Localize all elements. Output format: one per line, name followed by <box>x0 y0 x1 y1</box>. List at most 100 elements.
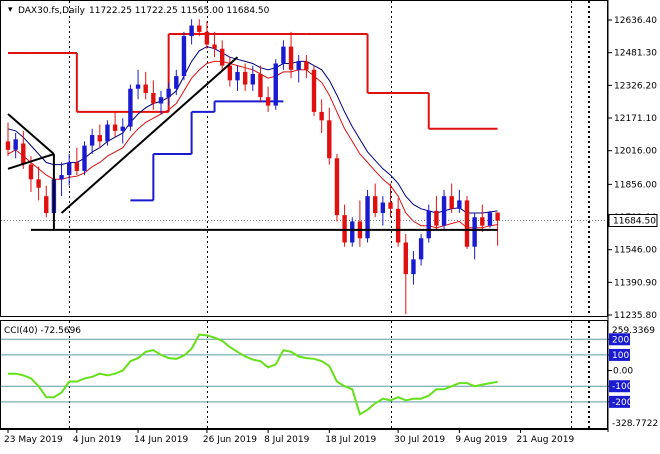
candle-body[interactable] <box>434 210 439 226</box>
price-tick-label: 12171.10 <box>614 114 657 124</box>
cci-level-label: -100 <box>612 382 633 392</box>
candle-body[interactable] <box>28 164 34 180</box>
candle-body[interactable] <box>97 135 102 142</box>
candle-body[interactable] <box>342 215 347 243</box>
candle-body[interactable] <box>220 48 225 66</box>
candle-body[interactable] <box>158 97 164 104</box>
candle-body[interactable] <box>281 46 286 64</box>
candle-body[interactable] <box>120 126 125 131</box>
candle-body[interactable] <box>296 61 301 70</box>
candles[interactable] <box>5 19 500 315</box>
candle-body[interactable] <box>273 63 278 106</box>
symbol-icon: ▾ <box>8 5 13 15</box>
ohlc-readout: 11722.25 11722.25 11565.00 11684.50 <box>89 6 270 16</box>
cci-plot-frame <box>0 320 608 429</box>
trendline[interactable] <box>7 113 55 155</box>
candle-body[interactable] <box>487 212 493 226</box>
candle-body[interactable] <box>204 31 210 45</box>
candle-body[interactable] <box>327 120 332 159</box>
candle-body[interactable] <box>151 92 156 104</box>
candle-body[interactable] <box>418 238 424 260</box>
trendlines[interactable] <box>7 56 498 231</box>
cci-level-label: -200 <box>612 398 633 408</box>
candle-body[interactable] <box>74 162 80 171</box>
candle-body[interactable] <box>472 217 477 247</box>
candle-body[interactable] <box>380 202 386 214</box>
cci-line <box>8 333 498 416</box>
candle-body[interactable] <box>174 76 179 89</box>
candle-body[interactable] <box>143 84 148 93</box>
price-tick-label: 12326.20 <box>614 81 657 91</box>
time-tick-label: 18 Jul 2019 <box>325 435 376 445</box>
time-tick-label: 14 Jun 2019 <box>134 435 188 445</box>
candle-body[interactable] <box>59 175 64 180</box>
candle-body[interactable] <box>128 88 133 127</box>
price-tick-label: 12636.40 <box>614 16 657 26</box>
candle-body[interactable] <box>36 179 41 188</box>
candle-body[interactable] <box>235 71 240 81</box>
candle-body[interactable] <box>250 74 255 85</box>
time-tick-label: 23 May 2019 <box>4 435 63 445</box>
candle-body[interactable] <box>395 208 401 243</box>
current-price-badge: 11684.50 <box>608 214 658 227</box>
candle-body[interactable] <box>44 196 49 214</box>
candle-body[interactable] <box>334 158 340 216</box>
candle-body[interactable] <box>365 196 370 239</box>
candle-body[interactable] <box>242 71 248 85</box>
candle-body[interactable] <box>311 69 317 112</box>
time-tick-label: 8 Jul 2019 <box>264 435 309 445</box>
trendline[interactable] <box>7 153 55 170</box>
candle-body[interactable] <box>288 46 294 70</box>
main-plot-frame <box>0 0 608 317</box>
cci-line-layer <box>8 333 498 416</box>
candle-body[interactable] <box>5 141 11 150</box>
candle-body[interactable] <box>411 259 416 275</box>
candle-body[interactable] <box>181 36 187 77</box>
candle-body[interactable] <box>480 217 485 226</box>
candle-body[interactable] <box>112 124 118 131</box>
candle-body[interactable] <box>13 139 18 150</box>
candle-body[interactable] <box>212 44 217 49</box>
candle-body[interactable] <box>457 200 462 209</box>
candle-body[interactable] <box>135 84 141 89</box>
candle-body[interactable] <box>265 97 271 106</box>
cci-top-value: 259.3369 <box>612 326 655 336</box>
candle-body[interactable] <box>350 221 355 243</box>
candle-body[interactable] <box>441 196 447 226</box>
price-tick-label: 11235.80 <box>614 311 657 321</box>
candle-body[interactable] <box>304 61 309 70</box>
cci-level-box <box>609 395 630 408</box>
candle-body[interactable] <box>388 202 393 209</box>
candle-body[interactable] <box>189 25 194 37</box>
candle-body[interactable] <box>426 210 431 239</box>
candle-body[interactable] <box>105 124 110 142</box>
cci-level-label: 200 <box>612 335 629 345</box>
cci-level-label: 0.00 <box>613 367 633 377</box>
indicator-lines <box>1 32 607 229</box>
time-tick-label: 30 Jul 2019 <box>394 435 445 445</box>
candle-body[interactable] <box>82 145 87 171</box>
candle-body[interactable] <box>227 65 233 81</box>
candle-body[interactable] <box>166 88 171 98</box>
current-price-box <box>608 214 658 227</box>
price-tick-label: 12481.30 <box>614 49 657 59</box>
candle-body[interactable] <box>258 74 263 98</box>
trendline[interactable] <box>60 56 239 214</box>
current-price-label: 11684.50 <box>613 217 656 227</box>
candle-body[interactable] <box>449 196 454 209</box>
candle-body[interactable] <box>464 200 470 247</box>
candle-body[interactable] <box>89 135 95 146</box>
candle-body[interactable] <box>319 111 324 121</box>
candle-body[interactable] <box>21 143 26 165</box>
candle-body[interactable] <box>373 196 378 214</box>
candle-body[interactable] <box>197 25 202 32</box>
cci-level-box <box>609 333 630 346</box>
price-tick-label: 11856.00 <box>614 180 657 190</box>
candle-body[interactable] <box>403 242 408 275</box>
candle-body[interactable] <box>495 212 500 221</box>
axes: 12636.40 12481.30 12326.20 12171.10 12016.00… <box>4 16 657 445</box>
ema-slow-line <box>7 46 498 214</box>
candle-body[interactable] <box>67 162 72 176</box>
